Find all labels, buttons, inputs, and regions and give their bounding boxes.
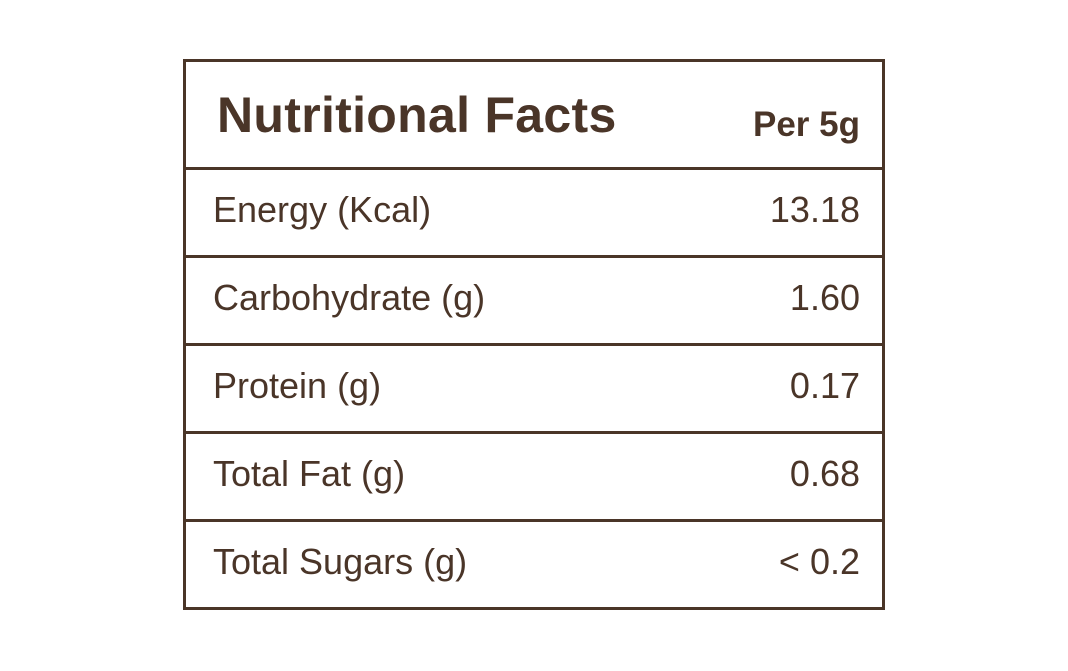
nutrient-value: < 0.2	[778, 541, 860, 582]
table-row-carbohydrate: Carbohydrate (g) 1.60	[186, 258, 882, 346]
table-row-energy: Energy (Kcal) 13.18	[186, 170, 882, 258]
table-title: Nutritional Facts	[217, 87, 617, 143]
table-row-protein: Protein (g) 0.17	[186, 346, 882, 434]
nutrient-value: 13.18	[769, 189, 860, 230]
table-header: Nutritional Facts Per 5g	[186, 62, 882, 170]
nutrient-label: Carbohydrate (g)	[213, 277, 486, 318]
nutrient-label: Protein (g)	[213, 365, 382, 406]
nutrient-label: Total Fat (g)	[213, 453, 406, 494]
serving-size: Per 5g	[753, 105, 860, 144]
nutrition-facts-table: Nutritional Facts Per 5g Energy (Kcal) 1…	[183, 59, 885, 610]
nutrient-label: Total Sugars (g)	[213, 541, 468, 582]
table-row-total-fat: Total Fat (g) 0.68	[186, 434, 882, 522]
nutrient-label: Energy (Kcal)	[213, 189, 432, 230]
table-row-total-sugars: Total Sugars (g) < 0.2	[186, 522, 882, 610]
nutrient-value: 0.17	[789, 365, 860, 406]
nutrient-value: 0.68	[789, 453, 860, 494]
nutrient-value: 1.60	[789, 277, 860, 318]
